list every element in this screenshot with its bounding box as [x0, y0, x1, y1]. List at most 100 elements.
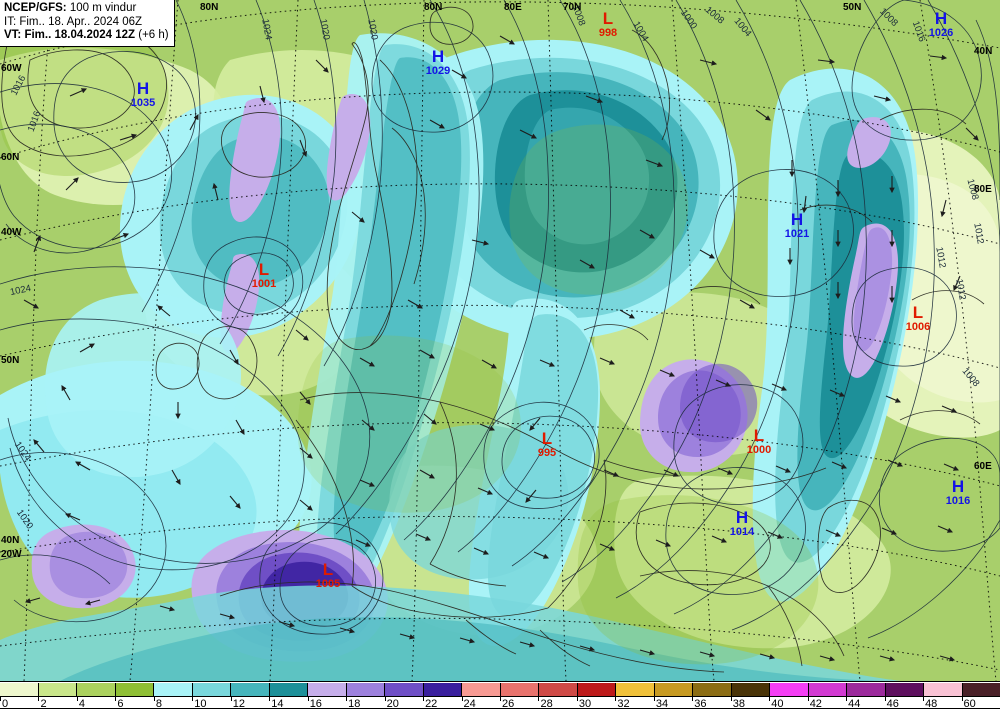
- legend-tick: [923, 697, 925, 701]
- legend-swatch: [0, 683, 39, 696]
- legend-swatch: [847, 683, 886, 696]
- grid-label: 40N: [1, 535, 20, 546]
- grid-label: 40W: [1, 227, 22, 238]
- high-value: 1021: [784, 228, 810, 240]
- legend-tick-label: 32: [617, 698, 630, 709]
- legend-swatch: [231, 683, 270, 696]
- grid-label: 80E: [504, 2, 522, 13]
- legend-swatch: [654, 683, 693, 696]
- pressure-system-low: L 998: [599, 10, 617, 39]
- grid-label: 80N: [200, 2, 219, 13]
- legend-tick-label: 18: [348, 698, 361, 709]
- valid-time-row: VT: Fim.. 18.04.2024 12Z (+6 h): [4, 29, 169, 43]
- grid-label: 80E: [974, 184, 992, 195]
- legend-tick: [538, 697, 540, 701]
- legend-tick-label: 36: [694, 698, 707, 709]
- legend-tick: [807, 697, 809, 701]
- legend-tick-label: 30: [578, 698, 592, 709]
- high-value: 1029: [425, 65, 451, 77]
- legend-tick-label: 60: [963, 698, 976, 709]
- legend-tick: [384, 697, 386, 701]
- legend-tick-label: 0: [2, 698, 9, 709]
- low-value: 995: [537, 447, 557, 459]
- legend-swatch: [346, 683, 385, 696]
- pressure-system-low: L 995: [538, 430, 556, 459]
- legend-tick: [38, 697, 40, 701]
- legend-swatch: [115, 683, 154, 696]
- init-time-row: IT: Fim.. 18. Apr.. 2024 06Z: [4, 15, 143, 28]
- weather-map-canvas[interactable]: 60W 80N 80N 80E 70N 50N 60W 60N 40W 50N …: [0, 0, 1000, 681]
- legend-tick: [346, 697, 348, 701]
- grid-label: 70N: [563, 2, 582, 13]
- legend-swatch: [808, 683, 847, 696]
- low-value: 1006: [905, 321, 931, 333]
- parameter-label: 100 m vindur: [69, 2, 137, 14]
- legend-swatch: [770, 683, 809, 696]
- legend-tick-label: 20: [386, 698, 399, 709]
- valid-time: Fim.. 18.04.2024 12Z: [24, 29, 136, 41]
- legend-swatch: [500, 683, 539, 696]
- legend-tick: [884, 697, 886, 701]
- legend-tick-label: 46: [886, 698, 899, 709]
- legend-tick-label: 34: [655, 698, 669, 709]
- pressure-system-high: H 1035: [131, 80, 155, 109]
- legend-tick: [769, 697, 771, 701]
- legend-swatch: [731, 683, 770, 696]
- map-info-header: NCEP/GFS: 100 m vindur IT: Fim.. 18. Apr…: [0, 0, 175, 47]
- legend-tick: [961, 697, 963, 701]
- grid-label: 50N: [843, 2, 862, 13]
- legend-tick: [692, 697, 694, 701]
- valid-prefix: VT:: [4, 29, 22, 41]
- legend-swatch: [269, 683, 308, 696]
- legend-tick: [115, 697, 117, 701]
- grid-label: 20W: [1, 549, 22, 560]
- high-letter: H: [431, 47, 445, 66]
- grid-label: 60W: [1, 63, 22, 74]
- low-letter: L: [322, 560, 334, 579]
- legend-swatch: [192, 683, 231, 696]
- pressure-system-low: L 1005: [316, 561, 340, 590]
- legend-tick-label: 48: [925, 698, 938, 709]
- pressure-system-low: L 1000: [747, 427, 771, 456]
- legend-tick-label: 44: [848, 698, 861, 709]
- legend-tick: [153, 697, 155, 701]
- low-value: 998: [598, 27, 618, 39]
- legend-tick: [76, 697, 78, 701]
- grid-label: 50N: [1, 355, 20, 366]
- legend-tick: [730, 697, 732, 701]
- legend-swatch: [423, 683, 462, 696]
- legend-swatch: [539, 683, 578, 696]
- legend-tick: [269, 697, 271, 701]
- pressure-system-high: H 1026: [929, 10, 953, 39]
- legend-swatch: [77, 683, 116, 696]
- pressure-system-high: H 1014: [730, 509, 754, 538]
- pressure-system-low: L 1006: [906, 304, 930, 333]
- legend-swatch: [308, 683, 347, 696]
- legend-tick: [615, 697, 617, 701]
- pressure-system-low: L 1001: [252, 261, 276, 290]
- legend-swatch: [154, 683, 193, 696]
- legend-tick: [192, 697, 194, 701]
- legend-tick: [461, 697, 463, 701]
- grid-label: 40N: [974, 46, 993, 57]
- high-value: 1016: [945, 495, 971, 507]
- high-letter: H: [136, 79, 150, 98]
- legend-swatch: [693, 683, 732, 696]
- pressure-system-high: H 1016: [946, 478, 970, 507]
- grid-label: 80N: [424, 2, 443, 13]
- low-letter: L: [541, 429, 553, 448]
- legend-tick: [423, 697, 425, 701]
- wind-speed-legend[interactable]: 0 2 4 6 8 10 12 14 16 18 20 22 24 26 28 30 32 34 36 38 40 42 4…: [0, 681, 1000, 709]
- low-letter: L: [602, 9, 614, 28]
- legend-swatch: [577, 683, 616, 696]
- high-value: 1035: [130, 97, 156, 109]
- high-letter: H: [735, 508, 749, 527]
- high-letter: H: [934, 9, 948, 28]
- pressure-system-high: H 1029: [426, 48, 450, 77]
- legend-tick-label: 8: [155, 698, 162, 709]
- lead-time: (+6 h): [138, 29, 169, 41]
- coastline-layer: [1, 6, 985, 673]
- legend-swatch: [385, 683, 424, 696]
- legend-axis: 0 2 4 6 8 10 12 14 16 18 20 22 24 26 28 30 32 34 36 38 40 42 4…: [0, 696, 1000, 709]
